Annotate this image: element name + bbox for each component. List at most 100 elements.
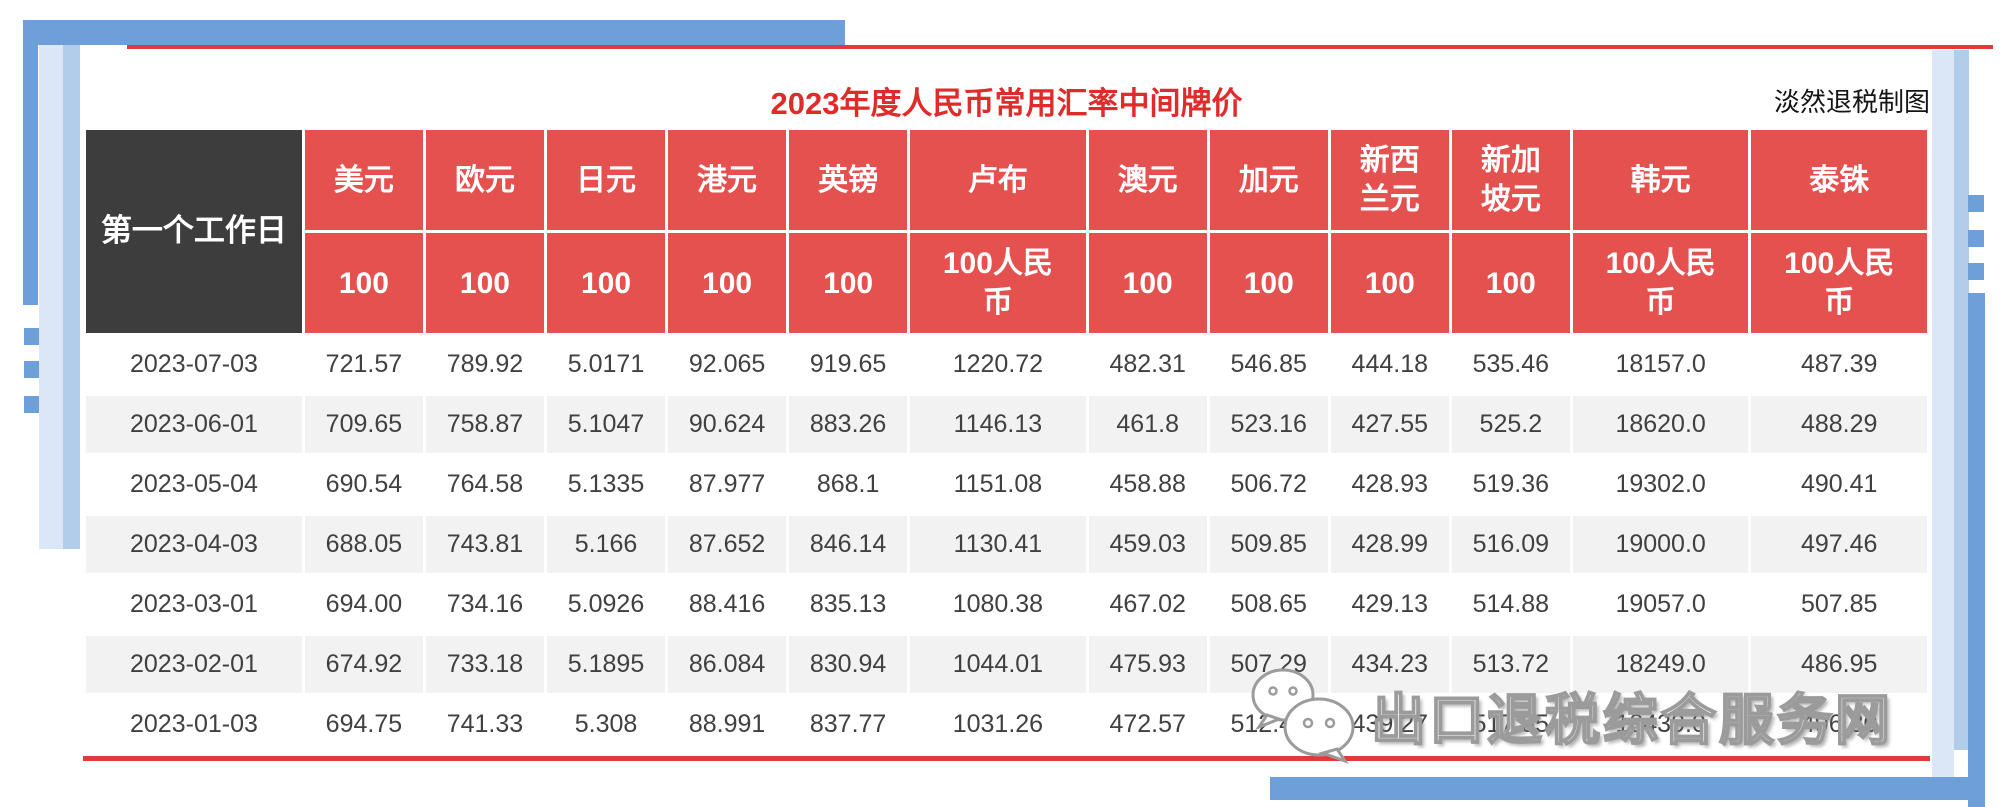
decorative-right-square-3 xyxy=(1968,263,1984,280)
rate-cell: 506.72 xyxy=(1206,453,1331,516)
rate-cell: 19302.0 xyxy=(1569,453,1752,516)
rate-cell: 18157.0 xyxy=(1569,333,1752,396)
unit-header-cell: 100 xyxy=(1206,230,1331,336)
rate-cell: 1220.72 xyxy=(907,333,1089,396)
rate-cell: 1130.41 xyxy=(907,513,1089,576)
bottom-red-rule xyxy=(83,756,1930,761)
page-title: 2023年度人民币常用汇率中间牌价 xyxy=(770,86,1243,121)
rate-cell: 19057.0 xyxy=(1569,573,1752,636)
currency-header-cell: 美元 xyxy=(301,127,426,233)
table-body: 2023-07-03 721.57 789.92 5.0171 92.065 919.65… xyxy=(83,333,1930,756)
rate-cell: 482.31 xyxy=(1085,333,1210,396)
date-cell: 2023-03-01 xyxy=(83,573,305,636)
decorative-right-mid-strip xyxy=(1954,50,1969,750)
rate-cell: 87.977 xyxy=(665,453,790,516)
decorative-bottom-bar xyxy=(1270,777,1985,800)
rate-cell: 837.77 xyxy=(786,693,911,756)
table-row: 2023-05-04 690.54 764.58 5.1335 87.977 868.1 1… xyxy=(83,453,1930,516)
decorative-top-bar xyxy=(38,20,845,45)
rate-cell: 488.29 xyxy=(1748,393,1930,456)
currency-header-cell: 港元 xyxy=(665,127,790,233)
table-head: 第一个工作日 美元 欧元 日元 港元 英镑 卢布 澳元 加元 新西兰元 新加坡元 韩元 泰铢 100 100… xyxy=(83,127,1930,336)
rate-cell: 535.46 xyxy=(1448,333,1573,396)
unit-header-cell: 100 xyxy=(543,230,669,336)
currency-header-cell: 日元 xyxy=(543,127,669,233)
decorative-right-square-2 xyxy=(1968,230,1984,247)
rate-cell: 690.54 xyxy=(301,453,426,516)
rate-cell: 519.36 xyxy=(1448,453,1573,516)
rate-cell: 467.02 xyxy=(1085,573,1210,636)
rate-cell: 18620.0 xyxy=(1569,393,1752,456)
rate-cell: 516.09 xyxy=(1448,513,1573,576)
currency-header-cell: 卢布 xyxy=(907,127,1089,233)
rate-cell: 427.55 xyxy=(1327,393,1452,456)
rate-cell: 88.416 xyxy=(665,573,790,636)
date-cell: 2023-05-04 xyxy=(83,453,305,516)
rate-cell: 5.0171 xyxy=(543,333,669,396)
decorative-left-pale-strip xyxy=(39,45,63,549)
rate-cell: 709.65 xyxy=(301,393,426,456)
rate-cell: 459.03 xyxy=(1085,513,1210,576)
table-row: 2023-06-01 709.65 758.87 5.1047 90.624 883.26… xyxy=(83,393,1930,456)
rate-cell: 428.93 xyxy=(1327,453,1452,516)
rate-cell: 88.991 xyxy=(665,693,790,756)
unit-header-cell: 100人民币 xyxy=(1748,230,1930,336)
table-row: 2023-02-01 674.92 733.18 5.1895 86.084 830.94… xyxy=(83,633,1930,696)
rate-cell: 87.652 xyxy=(665,513,790,576)
rate-cell: 429.13 xyxy=(1327,573,1452,636)
rate-cell: 674.92 xyxy=(301,633,426,696)
rate-cell: 1080.38 xyxy=(907,573,1089,636)
rate-cell: 743.81 xyxy=(422,513,547,576)
rate-cell: 18430.0 xyxy=(1569,693,1752,756)
rate-cell: 694.00 xyxy=(301,573,426,636)
decorative-left-bar xyxy=(23,20,38,305)
rate-cell: 721.57 xyxy=(301,333,426,396)
rate-cell: 835.13 xyxy=(786,573,911,636)
date-cell: 2023-07-03 xyxy=(83,333,305,396)
currency-header-cell: 加元 xyxy=(1206,127,1331,233)
rate-cell: 428.99 xyxy=(1327,513,1452,576)
rate-cell: 830.94 xyxy=(786,633,911,696)
decorative-left-square-3 xyxy=(24,396,40,413)
rate-cell: 1031.26 xyxy=(907,693,1089,756)
rate-cell: 523.16 xyxy=(1206,393,1331,456)
rate-cell: 694.75 xyxy=(301,693,426,756)
rate-cell: 5.0926 xyxy=(543,573,669,636)
rate-cell: 434.23 xyxy=(1327,633,1452,696)
rate-cell: 90.624 xyxy=(665,393,790,456)
rate-cell: 514.88 xyxy=(1448,573,1573,636)
rate-cell: 919.65 xyxy=(786,333,911,396)
rate-cell: 86.084 xyxy=(665,633,790,696)
rate-cell: 5.1047 xyxy=(543,393,669,456)
rate-cell: 733.18 xyxy=(422,633,547,696)
rate-cell: 18249.0 xyxy=(1569,633,1752,696)
rate-cell: 546.85 xyxy=(1206,333,1331,396)
rate-cell: 458.88 xyxy=(1085,453,1210,516)
rate-cell: 688.05 xyxy=(301,513,426,576)
rate-cell: 513.72 xyxy=(1448,633,1573,696)
decorative-left-square-1 xyxy=(24,328,40,345)
rate-cell: 868.1 xyxy=(786,453,911,516)
exchange-rate-table: 第一个工作日 美元 欧元 日元 港元 英镑 卢布 澳元 加元 新西兰元 新加坡元 韩元 泰铢 100 100… xyxy=(83,127,1930,756)
rate-cell: 1151.08 xyxy=(907,453,1089,516)
unit-header-cell: 100 xyxy=(422,230,547,336)
date-cell: 2023-02-01 xyxy=(83,633,305,696)
rate-cell: 496.30 xyxy=(1748,693,1930,756)
currency-header-cell: 泰铢 xyxy=(1748,127,1930,233)
first-workday-header-cell: 第一个工作日 xyxy=(83,127,305,336)
decorative-left-mid-strip xyxy=(63,45,80,549)
rate-cell: 92.065 xyxy=(665,333,790,396)
date-cell: 2023-04-03 xyxy=(83,513,305,576)
rate-cell: 525.2 xyxy=(1448,393,1573,456)
rate-cell: 517.85 xyxy=(1448,693,1573,756)
rate-cell: 5.1335 xyxy=(543,453,669,516)
rate-cell: 741.33 xyxy=(422,693,547,756)
unit-header-cell: 100人民币 xyxy=(907,230,1089,336)
table-row: 2023-07-03 721.57 789.92 5.0171 92.065 919.65… xyxy=(83,333,1930,396)
table-row: 2023-03-01 694.00 734.16 5.0926 88.416 835.13… xyxy=(83,573,1930,636)
watermark: 出口退税综合服务网 xyxy=(1245,665,1893,765)
unit-header-cell: 100 xyxy=(1085,230,1210,336)
table-row: 2023-01-03 694.75 741.33 5.308 88.991 837.77 1… xyxy=(83,693,1930,756)
currency-header-cell: 韩元 xyxy=(1569,127,1752,233)
rate-cell: 497.46 xyxy=(1748,513,1930,576)
